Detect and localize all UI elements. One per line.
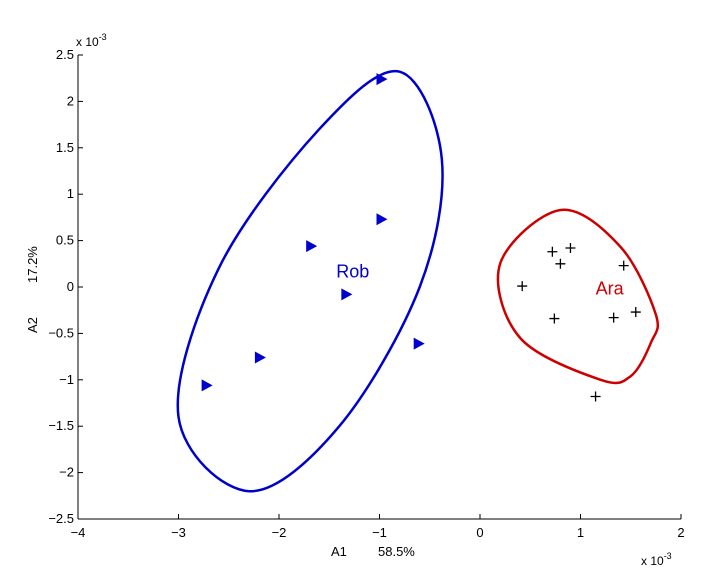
- axes: −4 −3 −2 −1 0 1 2 2.5 2 1.5 1 0.5 0 −0.5 −1 −1.5 −2 −2.5: [48, 47, 684, 540]
- x-tick-label: −3: [171, 525, 186, 540]
- ara-point: [555, 258, 566, 269]
- rob-point: [306, 240, 318, 253]
- y-exponent-label: x 10-3: [76, 32, 107, 49]
- ara-label: Ara: [596, 278, 625, 298]
- rob-point: [376, 73, 388, 86]
- data-points: [201, 73, 641, 402]
- y-tick-label: 1.5: [56, 140, 74, 155]
- x-exponent-label: x 10-3: [641, 551, 672, 568]
- ara-point: [590, 391, 601, 402]
- ara-point: [630, 307, 641, 318]
- confidence-ellipses: [176, 69, 660, 493]
- rob-ellipse: [176, 69, 444, 493]
- x-tick-label: −4: [71, 525, 86, 540]
- ara-ellipse: [496, 208, 660, 385]
- x-axis-label: A1: [331, 544, 347, 559]
- group-labels: Rob Ara: [336, 262, 624, 299]
- ara-point: [608, 312, 619, 323]
- x-axis-percent: 58.5%: [378, 544, 415, 559]
- ara-point: [565, 243, 576, 254]
- rob-point: [341, 288, 353, 301]
- y-tick-label: 1: [67, 186, 74, 201]
- rob-point: [254, 351, 266, 364]
- x-tick-label: 0: [476, 525, 483, 540]
- ara-point: [547, 246, 558, 257]
- ara-point: [549, 313, 560, 324]
- y-tick-label: 2: [67, 93, 74, 108]
- y-tick-label: −1: [59, 372, 74, 387]
- ara-point: [618, 260, 629, 271]
- rob-label: Rob: [336, 262, 369, 282]
- rob-point: [413, 337, 425, 350]
- y-tick-label: −0.5: [48, 325, 74, 340]
- rob-point: [376, 213, 388, 226]
- x-tick-label: −2: [272, 525, 287, 540]
- y-tick-label: 2.5: [56, 47, 74, 62]
- x-tick-label: 1: [577, 525, 584, 540]
- y-tick-label: −1.5: [48, 418, 74, 433]
- y-axis-label: A2: [25, 317, 40, 333]
- y-axis-percent: 17.2%: [25, 246, 40, 283]
- rob-point: [201, 379, 213, 392]
- y-tick-label: 0.5: [56, 233, 74, 248]
- ara-point: [517, 281, 528, 292]
- y-tick-label: 0: [67, 279, 74, 294]
- y-tick-label: −2.5: [48, 511, 74, 526]
- x-tick-label: 2: [677, 525, 684, 540]
- y-tick-label: −2: [59, 465, 74, 480]
- x-tick-label: −1: [372, 525, 387, 540]
